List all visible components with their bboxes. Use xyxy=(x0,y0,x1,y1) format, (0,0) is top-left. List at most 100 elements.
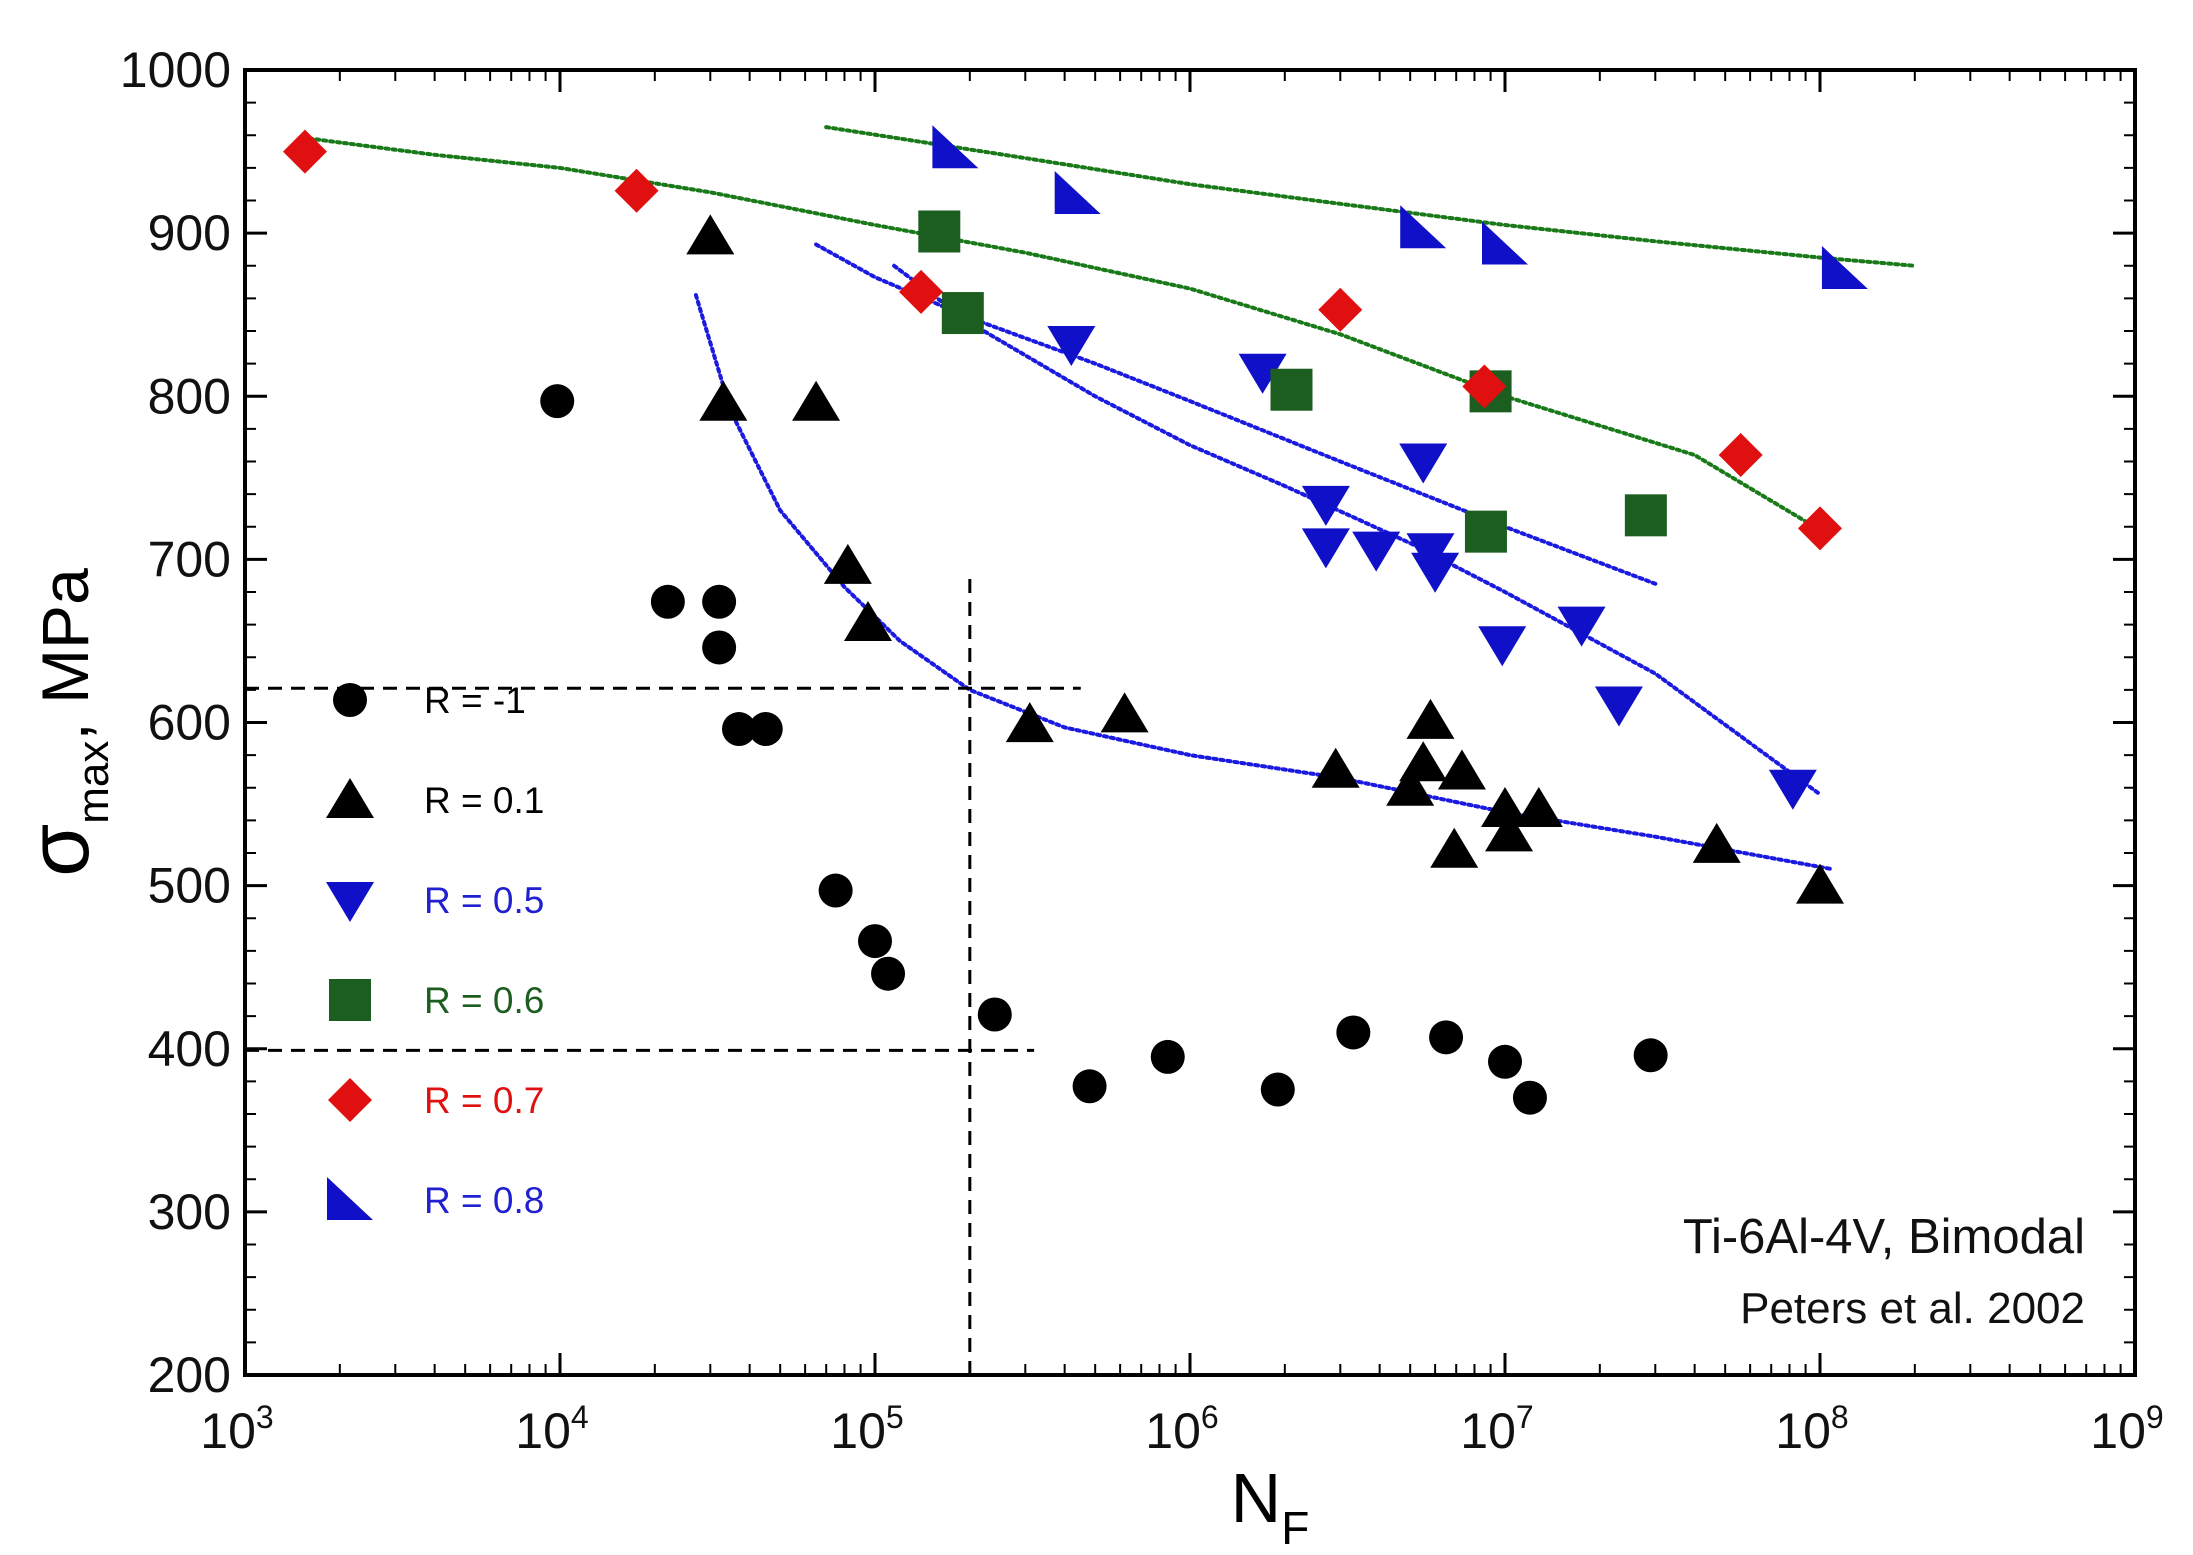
data-point-circle xyxy=(1633,1038,1668,1073)
data-point-square xyxy=(1464,510,1507,553)
fit-lines xyxy=(307,125,1917,872)
data-point-circle xyxy=(1150,1039,1185,1074)
legend-marker-circle xyxy=(333,683,367,717)
legend-label: R = 0.8 xyxy=(424,1180,544,1221)
y-tick-label: 500 xyxy=(148,858,231,914)
data-point-triangle-up xyxy=(1485,811,1534,852)
data-point-diamond xyxy=(1718,432,1763,477)
data-point-circle xyxy=(1072,1069,1107,1104)
y-tick-label: 300 xyxy=(148,1184,231,1240)
data-point-triangle-down xyxy=(1352,531,1401,572)
data-point-circle xyxy=(871,956,906,991)
data-point-circle xyxy=(702,630,737,665)
x-tick-label: 106 xyxy=(1145,1399,1218,1459)
data-point-triangle-down xyxy=(1399,443,1448,484)
source-annotation: Peters et al. 2002 xyxy=(1740,1284,2085,1333)
fit-line xyxy=(892,263,1822,797)
data-point-triangle-up xyxy=(792,380,841,421)
fit-line xyxy=(307,136,1822,532)
legend-marker-square xyxy=(329,979,371,1021)
data-point-triangle-up xyxy=(1692,822,1741,863)
y-tick-label: 1000 xyxy=(120,42,231,98)
data-point-square xyxy=(1624,494,1667,537)
data-point-diamond xyxy=(614,168,659,213)
data-point-triangle-up xyxy=(823,543,872,584)
fit-line xyxy=(824,125,1917,268)
data-point-triangle-up xyxy=(1311,747,1360,788)
data-point-triangle-down xyxy=(1238,353,1287,394)
data-point-right-triangle xyxy=(1821,246,1868,290)
data-point-triangle-down xyxy=(1594,686,1643,727)
legend: R = -1 R = 0.1 R = 0.5 R = 0.6 R = 0.7 R = 0.… xyxy=(326,680,544,1221)
data-point-triangle-up xyxy=(1430,827,1479,868)
data-markers xyxy=(282,125,1868,1115)
data-point-circle xyxy=(1512,1080,1547,1115)
data-point-triangle-up xyxy=(843,600,892,641)
data-point-triangle-up xyxy=(1406,698,1455,739)
data-point-diamond xyxy=(1318,287,1363,332)
data-point-diamond xyxy=(1462,364,1507,409)
data-point-diamond xyxy=(899,269,944,314)
data-point-triangle-up xyxy=(1100,692,1149,733)
legend-label: R = 0.7 xyxy=(424,1080,544,1121)
data-point-square xyxy=(1270,368,1313,411)
data-point-triangle-up xyxy=(1386,765,1435,806)
data-point-triangle-down xyxy=(1047,326,1096,367)
data-point-triangle-down xyxy=(1557,606,1606,647)
data-point-triangle-up xyxy=(1437,749,1486,790)
data-point-triangle-up xyxy=(686,214,735,255)
x-tick-label: 107 xyxy=(1460,1399,1533,1459)
data-point-right-triangle xyxy=(1054,170,1101,214)
data-point-triangle-down xyxy=(1301,528,1350,569)
legend-label: R = 0.1 xyxy=(424,780,544,821)
data-point-circle xyxy=(1488,1044,1522,1079)
data-point-circle xyxy=(977,997,1012,1032)
data-point-circle xyxy=(1260,1072,1295,1107)
x-tick-label: 108 xyxy=(1775,1399,1848,1459)
data-point-square xyxy=(918,210,961,253)
x-tick-label: 109 xyxy=(2090,1399,2163,1459)
legend-marker-triangle-up xyxy=(326,778,374,818)
y-tick-label: 700 xyxy=(148,531,231,587)
data-point-circle xyxy=(540,384,575,419)
x-tick-label: 103 xyxy=(200,1399,273,1459)
axis-ticks xyxy=(245,70,2135,1375)
data-point-triangle-up xyxy=(1514,786,1563,827)
y-tick-label: 900 xyxy=(148,205,231,261)
data-point-circle xyxy=(1429,1020,1464,1055)
x-tick-label: 104 xyxy=(515,1399,588,1459)
data-point-diamond xyxy=(1798,506,1842,551)
legend-marker-diamond xyxy=(328,1078,372,1122)
data-point-circle xyxy=(1336,1015,1371,1050)
data-point-triangle-up xyxy=(1796,863,1844,904)
y-tick-label: 200 xyxy=(148,1347,231,1403)
data-point-triangle-up xyxy=(1481,786,1529,827)
data-point-right-triangle xyxy=(1400,205,1447,249)
material-annotation: Ti-6Al-4V, Bimodal xyxy=(1683,1210,2085,1264)
data-point-circle xyxy=(818,873,853,908)
data-point-circle xyxy=(858,924,892,959)
data-point-circle xyxy=(721,712,756,747)
data-point-circle xyxy=(702,584,737,619)
data-point-triangle-up xyxy=(1005,702,1054,743)
data-point-triangle-down xyxy=(1478,626,1527,667)
legend-marker-triangle-down xyxy=(326,882,374,922)
y-tick-label: 400 xyxy=(148,1021,231,1077)
data-point-triangle-up xyxy=(699,380,748,421)
x-tick-label: 105 xyxy=(830,1399,903,1459)
legend-label: R = -1 xyxy=(424,680,526,721)
data-point-right-triangle xyxy=(1482,221,1528,265)
y-tick-label: 600 xyxy=(148,695,231,751)
axis-labels: 200 300 400 500 600 700 800 900 1000 103 104 105 106… xyxy=(11,42,2164,1554)
legend-label: R = 0.5 xyxy=(424,880,544,921)
data-point-circle xyxy=(748,712,783,747)
data-point-triangle-up xyxy=(1399,741,1448,782)
data-point-circle xyxy=(650,584,685,619)
reference-lines xyxy=(245,575,1081,1375)
data-point-triangle-down xyxy=(1768,769,1817,810)
data-point-triangle-down xyxy=(1301,485,1350,526)
data-point-square xyxy=(941,292,984,335)
legend-marker-right-triangle xyxy=(327,1177,373,1220)
y-axis-title: σmax, MPa xyxy=(11,568,118,877)
